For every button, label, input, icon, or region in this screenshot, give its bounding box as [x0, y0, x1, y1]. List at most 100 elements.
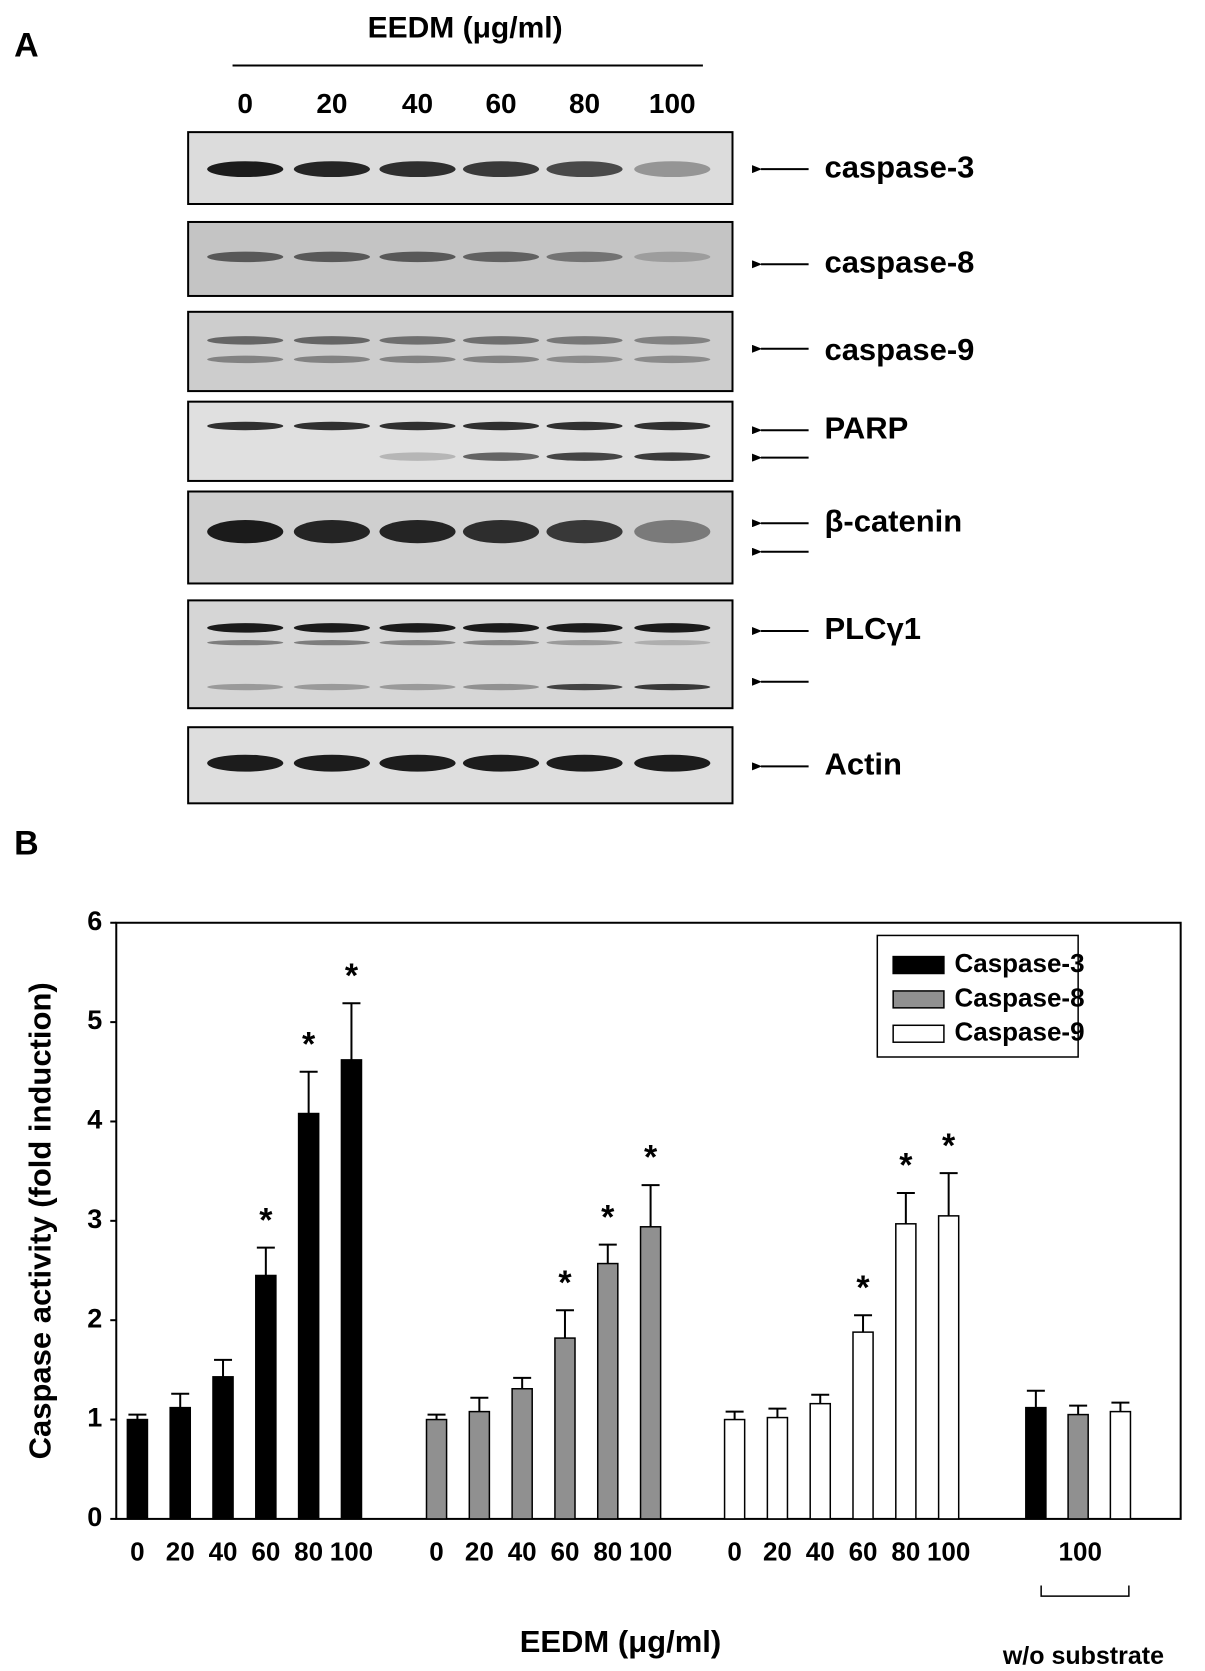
x-tick-label: 80	[294, 1537, 323, 1567]
blot-label: caspase-9	[824, 332, 974, 367]
error-bar	[598, 1243, 617, 1264]
blot-band	[207, 251, 284, 263]
blot-band	[546, 754, 623, 772]
blot-band	[546, 520, 623, 544]
blot-band	[634, 421, 711, 431]
blot-band	[207, 161, 284, 178]
blot-band	[462, 754, 540, 772]
blot-band	[293, 683, 370, 691]
y-tick-label: 5	[87, 1005, 102, 1035]
bar	[723, 1418, 746, 1520]
y-tick-label: 6	[87, 906, 102, 936]
blot-band	[293, 421, 370, 431]
legend-label: Caspase-9	[954, 1017, 1084, 1047]
legend-label: Caspase-3	[954, 948, 1084, 978]
error-bar	[811, 1393, 830, 1404]
x-tick-label: 40	[209, 1537, 238, 1567]
blot-label: Actin	[824, 747, 902, 782]
blot-band	[379, 251, 456, 263]
blot-band	[634, 452, 711, 461]
dose-label: 40	[402, 88, 433, 119]
bar	[809, 1402, 832, 1520]
blot-band	[462, 640, 540, 646]
blot-band	[207, 355, 284, 364]
control-bracket	[1040, 1585, 1130, 1597]
blot-band	[293, 336, 370, 345]
blot-band	[379, 520, 456, 544]
bar	[766, 1416, 789, 1520]
blot-band	[207, 683, 284, 691]
bar	[895, 1223, 917, 1520]
blot-band	[207, 754, 284, 772]
bar	[255, 1274, 277, 1520]
x-tick-label: 20	[166, 1537, 195, 1567]
x-tick-label: 60	[251, 1537, 280, 1567]
bar	[639, 1226, 662, 1520]
bar	[937, 1215, 960, 1520]
blot-band	[462, 452, 540, 461]
x-tick-label: 80	[891, 1537, 920, 1567]
blot-panel	[187, 310, 734, 393]
x-tick-label: 60	[849, 1537, 878, 1567]
legend-swatch	[892, 955, 945, 975]
blot-band	[379, 754, 456, 772]
error-bar	[896, 1192, 915, 1224]
error-bar	[214, 1358, 233, 1377]
blot-band	[293, 754, 370, 772]
x-tick-label: 40	[508, 1537, 537, 1567]
blot-band	[546, 623, 623, 633]
blot-panel	[187, 131, 734, 206]
bar	[554, 1337, 576, 1520]
bar	[511, 1388, 533, 1520]
blot-band	[207, 520, 284, 544]
blot-band	[634, 251, 711, 263]
blot-band	[634, 754, 711, 772]
x-tick-label: 60	[551, 1537, 580, 1567]
bar	[852, 1331, 874, 1520]
blot-band	[634, 336, 711, 345]
significance-marker: *	[899, 1147, 913, 1185]
blot-panel	[187, 599, 734, 710]
dose-label: 0	[237, 88, 253, 119]
x-tick-label: 0	[727, 1537, 741, 1567]
blot-band	[207, 336, 284, 345]
y-tick-label: 4	[87, 1105, 102, 1135]
error-bar	[470, 1396, 489, 1412]
panel-label: A	[14, 27, 39, 65]
blot-band	[379, 421, 456, 431]
dose-label: 80	[569, 88, 600, 119]
blot-band	[379, 161, 456, 178]
significance-marker: *	[856, 1269, 870, 1307]
bar	[425, 1418, 448, 1520]
error-bar	[555, 1309, 574, 1339]
bar	[297, 1112, 320, 1520]
y-tick-label: 2	[87, 1303, 102, 1333]
blot-band	[293, 355, 370, 364]
x-tick-label: 100	[629, 1537, 672, 1567]
blot-band	[379, 683, 456, 691]
error-bar	[128, 1413, 147, 1420]
significance-marker: *	[601, 1198, 615, 1236]
y-tick-label: 3	[87, 1204, 102, 1234]
dose-label: 60	[485, 88, 516, 119]
blot-band	[379, 355, 456, 364]
error-bar	[342, 1002, 361, 1060]
significance-marker: *	[558, 1264, 572, 1302]
blot-band	[634, 161, 711, 178]
error-bar	[513, 1376, 532, 1389]
x-axis-label: EEDM (μg/ml)	[520, 1624, 722, 1659]
blot-band	[207, 640, 284, 646]
bar	[1025, 1406, 1047, 1520]
error-bar	[1111, 1401, 1130, 1412]
bar	[1109, 1410, 1132, 1520]
blot-band	[634, 355, 711, 364]
blot-band	[462, 161, 540, 178]
significance-marker: *	[345, 957, 359, 995]
x-tick-label: 20	[763, 1537, 792, 1567]
significance-marker: *	[302, 1025, 316, 1063]
blot-panel	[187, 490, 734, 585]
blot-band	[379, 623, 456, 633]
blot-band	[462, 355, 540, 364]
error-bar	[299, 1070, 318, 1114]
